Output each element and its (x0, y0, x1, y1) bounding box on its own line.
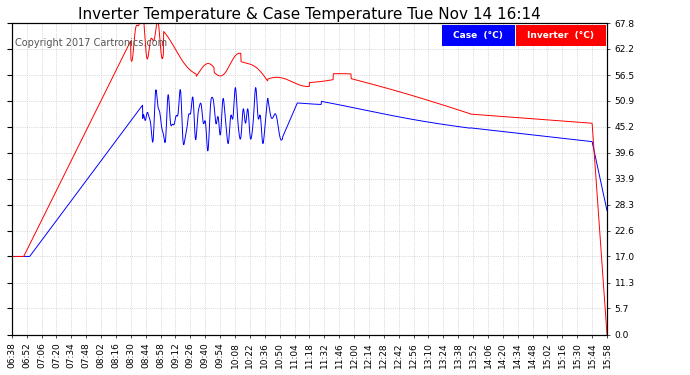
FancyBboxPatch shape (516, 25, 606, 46)
Title: Inverter Temperature & Case Temperature Tue Nov 14 16:14: Inverter Temperature & Case Temperature … (78, 7, 541, 22)
Text: Inverter  (°C): Inverter (°C) (527, 31, 594, 40)
Text: Copyright 2017 Cartronics.com: Copyright 2017 Cartronics.com (15, 38, 168, 48)
FancyBboxPatch shape (442, 25, 515, 46)
Text: Case  (°C): Case (°C) (453, 31, 503, 40)
